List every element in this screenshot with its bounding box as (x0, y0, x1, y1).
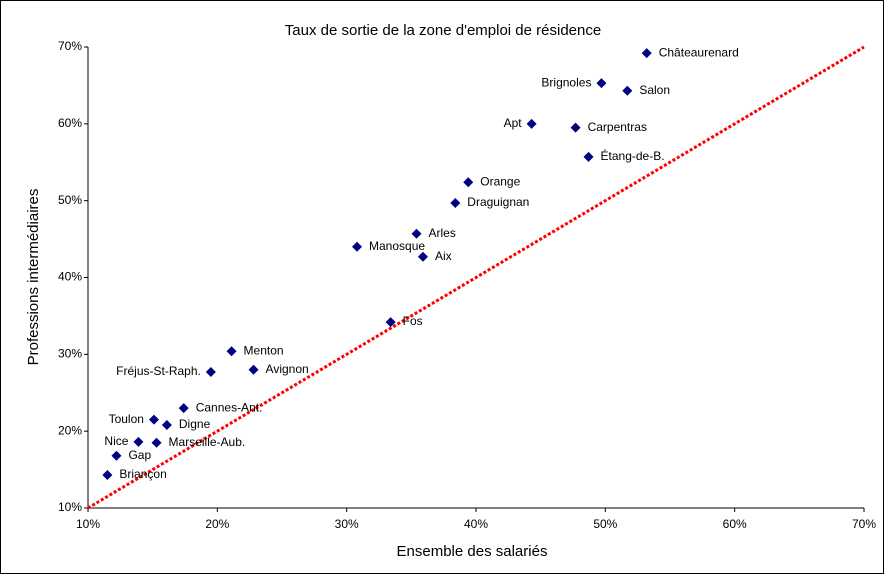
x-tick-label: 70% (852, 517, 876, 531)
point-label: Fréjus-St-Raph. (116, 364, 201, 378)
point-label: Manosque (369, 239, 425, 253)
marker (248, 364, 259, 375)
marker (178, 403, 189, 414)
marker (226, 346, 237, 357)
marker (161, 420, 172, 431)
marker (411, 228, 422, 239)
marker (352, 241, 363, 252)
point-label: Cannes-Ant. (196, 400, 263, 414)
x-tick-label: 20% (205, 517, 229, 531)
x-tick-label: 60% (723, 517, 747, 531)
x-tick-label: 10% (76, 517, 100, 531)
marker (111, 450, 122, 461)
marker (463, 177, 474, 188)
marker (583, 151, 594, 162)
marker (417, 251, 428, 262)
point-label: Digne (179, 417, 211, 431)
marker (570, 122, 581, 133)
point-label: Nice (104, 434, 128, 448)
y-tick-label: 30% (58, 347, 82, 361)
x-axis-label: Ensemble des salariés (397, 543, 548, 560)
point-label: Salon (639, 83, 670, 97)
marker (102, 469, 113, 480)
point-label: Briançon (119, 467, 166, 481)
marker (641, 48, 652, 59)
y-axis-label: Professions intermédiaires (25, 189, 42, 366)
chart-title: Taux de sortie de la zone d'emploi de ré… (285, 22, 601, 39)
point-label: Carpentras (588, 120, 647, 134)
marker (385, 317, 396, 328)
point-label: Arles (429, 226, 456, 240)
reference-line (87, 45, 865, 510)
x-tick-label: 30% (335, 517, 359, 531)
marker (526, 118, 537, 129)
point-label: Apt (504, 116, 523, 130)
point-label: Fos (403, 314, 423, 328)
point-label: Châteaurenard (659, 45, 739, 59)
y-tick-label: 60% (58, 116, 82, 130)
y-tick-label: 10% (58, 500, 82, 514)
point-label: Gap (128, 448, 151, 462)
point-label: Brignoles (541, 75, 591, 89)
marker (622, 85, 633, 96)
marker (133, 436, 144, 447)
y-tick-label: 50% (58, 193, 82, 207)
point-label: Orange (480, 174, 520, 188)
point-label: Toulon (109, 412, 144, 426)
point-label: Avignon (266, 362, 309, 376)
y-tick-label: 40% (58, 270, 82, 284)
marker (450, 197, 461, 208)
marker (148, 414, 159, 425)
point-label: Draguignan (467, 195, 529, 209)
x-tick-label: 40% (464, 517, 488, 531)
point-label: Marseille-Aub. (169, 435, 246, 449)
marker (205, 367, 216, 378)
point-label: Aix (435, 249, 452, 263)
y-tick-label: 20% (58, 423, 82, 437)
point-label: Menton (244, 343, 284, 357)
marker (596, 78, 607, 89)
y-tick-label: 70% (58, 39, 82, 53)
x-tick-label: 50% (593, 517, 617, 531)
marker (151, 437, 162, 448)
point-label: Étang-de-B. (601, 148, 665, 163)
